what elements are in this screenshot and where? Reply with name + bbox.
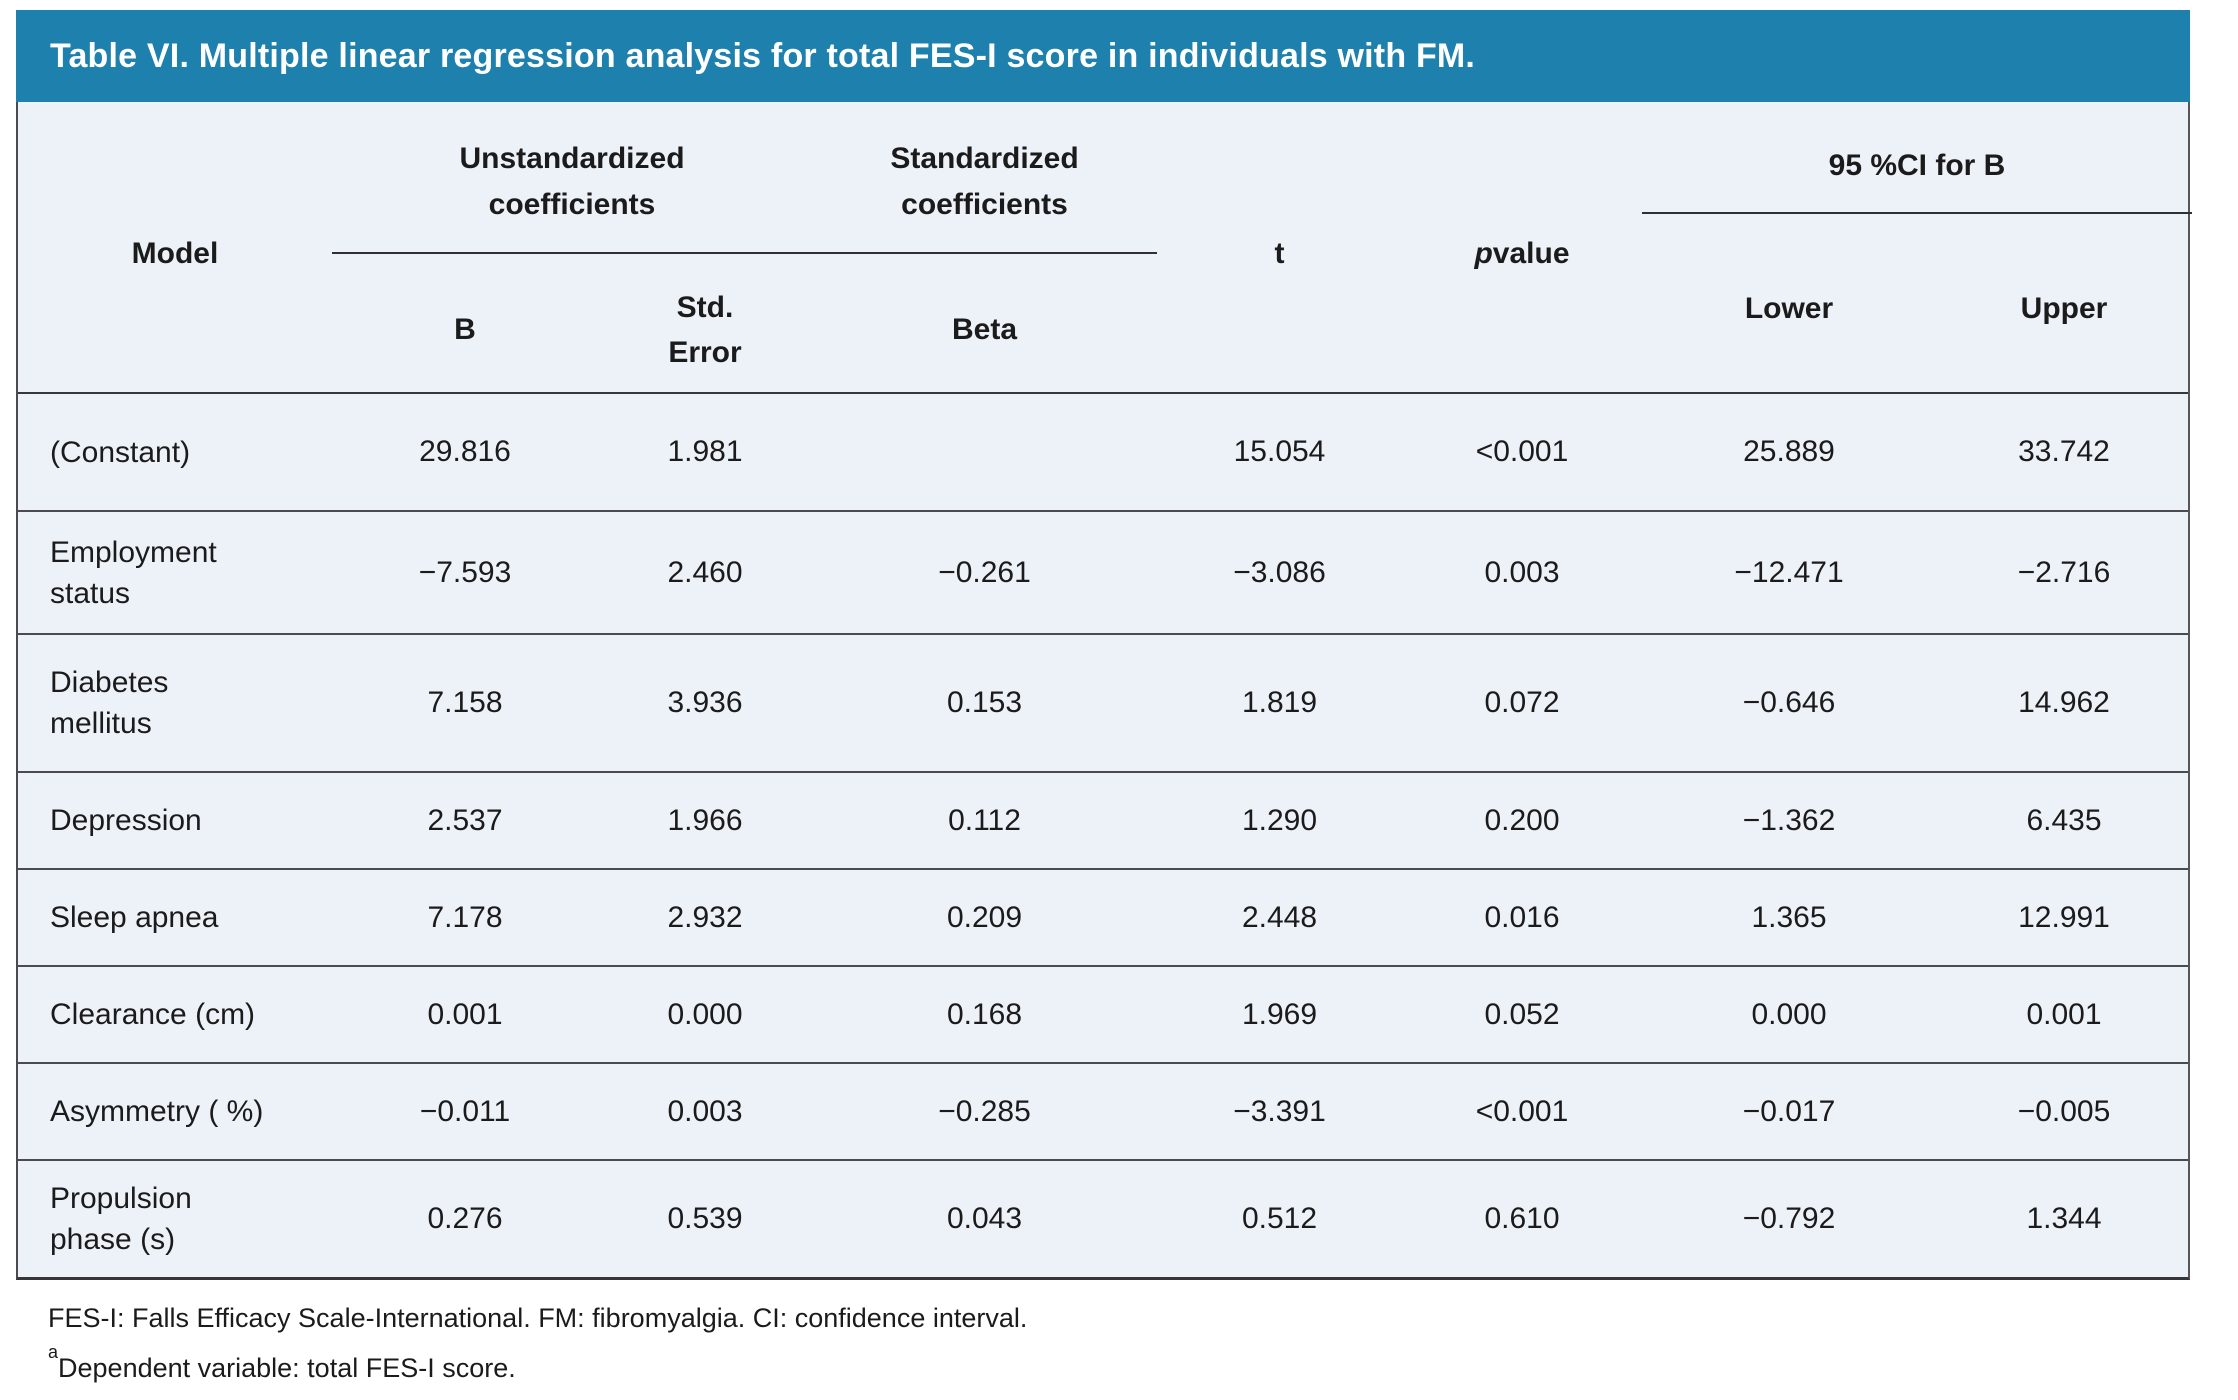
cell-b: 2.537 xyxy=(427,803,503,837)
col-header-p-value: p value xyxy=(1474,237,1570,270)
cell-ci-lower: −0.017 xyxy=(1742,1094,1836,1128)
cell-model: Propulsion phase (s) xyxy=(50,1182,192,1256)
cell-beta: −0.285 xyxy=(938,1094,1031,1128)
cell-b: −7.593 xyxy=(418,555,512,589)
table-title: Table VI. Multiple linear regression ana… xyxy=(50,36,1476,75)
cell-p-value: 0.200 xyxy=(1484,803,1560,837)
cell-t: 1.819 xyxy=(1241,686,1318,719)
table-body: (Constant) 29.816 1.981 15.054 <0.001 25… xyxy=(18,392,2188,1277)
cell-std-error: 2.460 xyxy=(667,555,743,589)
cell-ci-upper: 14.962 xyxy=(2018,686,2110,719)
footnote-marker: a xyxy=(48,1342,59,1362)
cell-ci-lower: 0.000 xyxy=(1751,997,1827,1031)
cell-p-value: 0.610 xyxy=(1484,1202,1560,1235)
table-title-bar: Table VI. Multiple linear regression ana… xyxy=(16,10,2190,102)
col-header-upper: Upper xyxy=(2020,292,2108,325)
cell-b: 0.001 xyxy=(427,997,503,1031)
cell-model: (Constant) xyxy=(50,435,191,469)
cell-beta: 0.209 xyxy=(946,900,1023,934)
cell-model: Diabetes mellitus xyxy=(50,666,169,740)
cell-ci-upper: 6.435 xyxy=(2026,803,2102,837)
cell-t: −3.391 xyxy=(1233,1094,1326,1128)
coefficients-group-rule xyxy=(332,252,1157,254)
col-header-std-error: Std. Error xyxy=(668,291,742,369)
table-row: Propulsion phase (s) 0.276 0.539 0.043 0… xyxy=(18,1159,2188,1277)
cell-beta: 0.153 xyxy=(946,686,1023,719)
cell-std-error: 0.000 xyxy=(667,997,743,1031)
cell-ci-upper: 0.001 xyxy=(2026,997,2102,1031)
cell-ci-lower: −1.362 xyxy=(1742,803,1836,837)
cell-std-error: 0.539 xyxy=(667,1202,743,1235)
col-header-lower: Lower xyxy=(1744,292,1834,325)
col-header-b: B xyxy=(454,313,476,346)
cell-p-value: 0.016 xyxy=(1484,900,1560,934)
cell-model: Depression xyxy=(50,804,202,837)
cell-t: 15.054 xyxy=(1233,435,1326,468)
cell-t: −3.086 xyxy=(1233,555,1326,589)
cell-t: 1.290 xyxy=(1241,803,1318,837)
cell-std-error: 2.932 xyxy=(667,900,743,934)
cell-ci-lower: 1.365 xyxy=(1751,900,1827,934)
ci-group-rule xyxy=(1642,212,2192,214)
cell-std-error: 1.981 xyxy=(667,435,743,468)
regression-table: Model Unstandardized coefficients Standa… xyxy=(16,102,2192,1280)
cell-ci-lower: −0.792 xyxy=(1742,1202,1836,1235)
table-footnotes: FES-I: Falls Efficacy Scale-Internationa… xyxy=(48,1297,1027,1390)
cell-beta: 0.043 xyxy=(946,1202,1023,1235)
cell-b: 29.816 xyxy=(419,435,511,468)
cell-beta: −0.261 xyxy=(938,555,1031,589)
cell-p-value: 0.052 xyxy=(1484,997,1560,1031)
cell-b: 0.276 xyxy=(427,1202,503,1235)
table-row: (Constant) 29.816 1.981 15.054 <0.001 25… xyxy=(18,394,2188,510)
cell-beta: 0.168 xyxy=(946,997,1023,1031)
table-row: Employment status −7.593 2.460 −0.261 −3… xyxy=(18,510,2188,633)
cell-std-error: 0.003 xyxy=(667,1094,743,1128)
cell-model: Employment status xyxy=(50,535,217,610)
col-header-beta: Beta xyxy=(951,313,1018,346)
cell-ci-upper: 1.344 xyxy=(2026,1202,2102,1235)
cell-b: 7.178 xyxy=(427,900,503,934)
cell-model: Clearance (cm) xyxy=(50,998,256,1031)
cell-model: Sleep apnea xyxy=(50,901,219,934)
cell-p-value: <0.001 xyxy=(1475,1094,1569,1128)
cell-std-error: 3.936 xyxy=(667,686,743,719)
col-header-t: t xyxy=(1274,237,1285,270)
cell-t: 2.448 xyxy=(1241,900,1318,934)
cell-beta: 0.112 xyxy=(948,803,1021,837)
cell-ci-upper: 33.742 xyxy=(2018,435,2110,468)
table-row: Depression 2.537 1.966 0.112 1.290 0.200… xyxy=(18,771,2188,868)
cell-p-value: 0.072 xyxy=(1484,686,1560,719)
cell-p-value: 0.003 xyxy=(1484,555,1560,589)
cell-t: 1.969 xyxy=(1241,997,1318,1031)
cell-std-error: 1.966 xyxy=(667,803,743,837)
col-group-95ci: 95 %CI for B xyxy=(1828,149,2006,182)
cell-model: Asymmetry ( %) xyxy=(50,1095,264,1128)
cell-b: −0.011 xyxy=(419,1094,511,1128)
col-group-standardized: Standardized coefficients xyxy=(890,142,1079,221)
col-header-model: Model xyxy=(131,237,219,270)
col-group-unstandardized: Unstandardized coefficients xyxy=(459,142,685,221)
footnote-dependent-variable: aDependent variable: total FES-I score. xyxy=(48,1342,516,1383)
table-row: Diabetes mellitus 7.158 3.936 0.153 1.81… xyxy=(18,633,2188,771)
cell-ci-upper: −0.005 xyxy=(2017,1094,2111,1128)
table-header: Model Unstandardized coefficients Standa… xyxy=(18,102,2192,392)
footnote-abbreviations: FES-I: Falls Efficacy Scale-Internationa… xyxy=(48,1303,1028,1333)
cell-ci-lower: −0.646 xyxy=(1742,686,1836,719)
cell-ci-lower: −12.471 xyxy=(1734,555,1844,589)
cell-p-value: <0.001 xyxy=(1475,435,1569,468)
cell-ci-upper: −2.716 xyxy=(2017,555,2111,589)
cell-t: 0.512 xyxy=(1241,1202,1318,1235)
cell-ci-lower: 25.889 xyxy=(1743,435,1835,468)
table-row: Asymmetry ( %) −0.011 0.003 −0.285 −3.39… xyxy=(18,1062,2188,1159)
cell-b: 7.158 xyxy=(427,686,503,719)
table-row: Sleep apnea 7.178 2.932 0.209 2.448 0.01… xyxy=(18,868,2188,965)
table-row: Clearance (cm) 0.001 0.000 0.168 1.969 0… xyxy=(18,965,2188,1062)
cell-ci-upper: 12.991 xyxy=(2018,900,2110,934)
